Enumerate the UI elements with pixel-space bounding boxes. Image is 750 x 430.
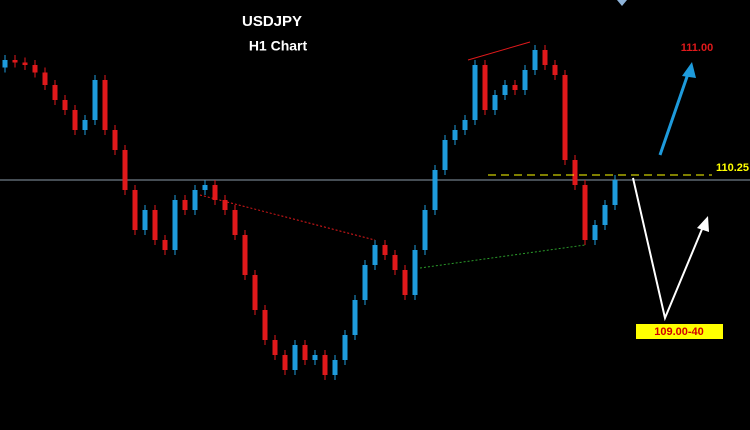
candle-body xyxy=(472,65,478,120)
candle-body xyxy=(292,345,298,370)
candle-body xyxy=(322,355,328,375)
plot xyxy=(0,45,750,380)
candle-body xyxy=(102,80,108,130)
candle-body xyxy=(482,65,488,110)
candle-body xyxy=(132,190,138,230)
candle-body xyxy=(122,150,128,190)
candle-body xyxy=(402,270,408,295)
candle-body xyxy=(352,300,358,335)
arrow-head xyxy=(697,216,709,232)
candle-body xyxy=(562,75,568,160)
candle-body xyxy=(272,340,278,355)
candle-body xyxy=(302,345,308,360)
candle-body xyxy=(242,235,248,275)
candle-body xyxy=(582,185,588,240)
arrow-path xyxy=(632,177,706,322)
candle-body xyxy=(282,355,288,370)
candle-body xyxy=(92,80,98,120)
candle-body xyxy=(462,120,468,130)
candle-body xyxy=(332,360,338,375)
candle-body xyxy=(522,70,528,90)
candle-body xyxy=(112,130,118,150)
candle-body xyxy=(372,245,378,265)
candle-body xyxy=(342,335,348,360)
candle-body xyxy=(392,255,398,270)
candle-body xyxy=(422,210,428,250)
candle-body xyxy=(32,65,38,73)
candle-body xyxy=(192,190,198,210)
candle-body xyxy=(602,205,608,225)
candle-body xyxy=(412,250,418,295)
candle-body xyxy=(172,200,178,250)
candle-body xyxy=(502,85,508,95)
candle-body xyxy=(572,160,578,185)
level-label: 110.25 xyxy=(716,162,749,174)
arrow-up xyxy=(658,67,692,156)
candle-body xyxy=(612,180,618,205)
candle-body xyxy=(432,170,438,210)
candle-body xyxy=(12,60,18,63)
candle-body xyxy=(362,265,368,300)
candle-body xyxy=(202,185,208,190)
candle-body xyxy=(152,210,158,240)
shift-marker xyxy=(617,0,627,6)
candle-body xyxy=(52,85,58,100)
candle-body xyxy=(22,62,28,65)
chart-title: USDJPY xyxy=(242,13,302,30)
chart-subtitle: H1 Chart xyxy=(249,38,308,54)
candle-body xyxy=(252,275,258,310)
candle-body xyxy=(142,210,148,230)
trend-line xyxy=(467,41,531,61)
candle-body xyxy=(262,310,268,340)
candle-body xyxy=(382,245,388,255)
candle-body xyxy=(552,65,558,75)
candle-body xyxy=(42,72,48,85)
candle-body xyxy=(232,210,238,235)
target-box xyxy=(636,324,723,339)
candle-body xyxy=(162,240,168,250)
candle-body xyxy=(512,85,518,90)
candle-body xyxy=(222,200,228,210)
candle-body xyxy=(72,110,78,130)
candle-body xyxy=(212,185,218,200)
target-label: 111.00 xyxy=(681,42,713,54)
candle-body xyxy=(452,130,458,140)
candle-body xyxy=(312,355,318,360)
candle-body xyxy=(442,140,448,170)
target-label: 109.00-40 xyxy=(654,326,704,338)
candle-body xyxy=(2,60,8,68)
candle-body xyxy=(182,200,188,210)
candle-body xyxy=(592,225,598,240)
arrow-head xyxy=(682,62,696,78)
candle-body xyxy=(542,50,548,65)
candle-body xyxy=(62,100,68,110)
arrows xyxy=(632,62,709,322)
candle-body xyxy=(532,50,538,70)
candle-body xyxy=(492,95,498,110)
candle-body xyxy=(82,120,88,130)
